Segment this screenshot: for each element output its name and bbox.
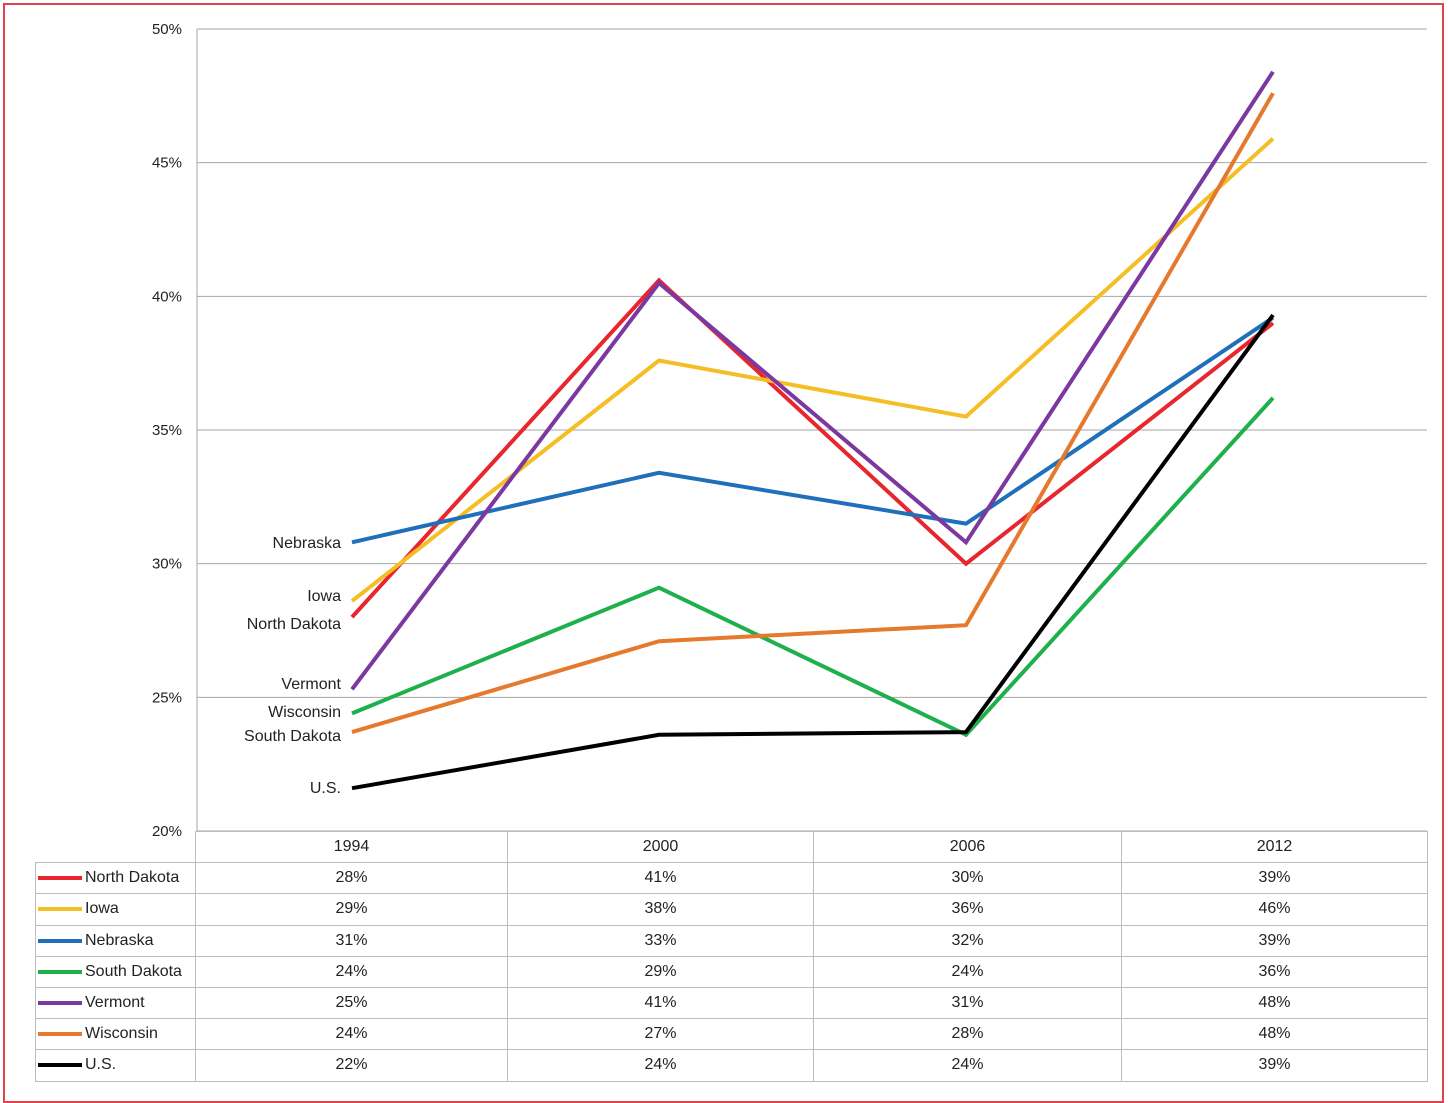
series-line-south-dakota <box>351 396 1275 738</box>
y-tick-label: 30% <box>152 556 182 573</box>
table-corner-cell <box>35 831 196 864</box>
table-cell: 28% <box>813 1018 1122 1051</box>
table-body: North Dakota 28% 41% 30% 39% Iowa 29% 38% 36% 46%… <box>35 862 1428 1082</box>
y-axis-tick-labels: 20%25%30%35%40%45%50% <box>152 21 182 840</box>
table-row: U.S. 22% 24% 24% 39% <box>35 1049 1428 1082</box>
legend-swatch <box>38 938 82 943</box>
legend-swatch <box>38 969 82 974</box>
table-cell: 28% <box>195 862 508 895</box>
table-header-cell: 1994 <box>195 830 508 864</box>
series-line-north-dakota <box>350 277 1275 619</box>
y-tick-label: 45% <box>152 155 182 172</box>
table-row: Vermont 25% 41% 31% 48% <box>35 986 1428 1020</box>
table-cell: 32% <box>813 924 1122 957</box>
series-lines <box>350 70 1275 791</box>
legend-label: Iowa <box>85 900 119 918</box>
series-line-iowa <box>350 137 1275 603</box>
line-label: Wisconsin <box>268 704 341 721</box>
table-cell: 33% <box>507 924 814 957</box>
legend-cell: U.S. <box>35 1049 196 1082</box>
table-row: Wisconsin 24% 27% 28% 48% <box>35 1018 1428 1051</box>
table-header-cell: 2012 <box>1121 830 1428 864</box>
legend-swatch <box>38 1032 82 1037</box>
line-label: Nebraska <box>273 535 342 552</box>
table-cell: 25% <box>195 986 508 1020</box>
y-tick-label: 50% <box>152 21 182 38</box>
line-label: North Dakota <box>247 616 341 633</box>
table-cell: 36% <box>813 893 1122 926</box>
y-tick-label: 25% <box>152 689 182 706</box>
legend-swatch <box>38 876 82 881</box>
table-cell: 41% <box>507 862 814 895</box>
legend-label: Nebraska <box>85 931 154 949</box>
line-label: Vermont <box>281 676 341 693</box>
series-line-u-s <box>351 313 1275 791</box>
legend-swatch <box>38 1000 82 1005</box>
legend-swatch <box>38 907 82 912</box>
table-cell: 31% <box>813 986 1122 1020</box>
table-cell: 46% <box>1121 893 1428 926</box>
table-cell: 39% <box>1121 924 1428 957</box>
legend-label: Vermont <box>85 993 145 1011</box>
table-cell: 24% <box>507 1049 814 1082</box>
table-row: North Dakota 28% 41% 30% 39% <box>35 862 1428 895</box>
table-cell: 48% <box>1121 986 1428 1020</box>
legend-cell: Iowa <box>35 893 196 926</box>
series-line-vermont <box>350 70 1275 691</box>
legend-swatch <box>38 1063 82 1068</box>
table-cell: 38% <box>507 893 814 926</box>
table-cell: 24% <box>195 1018 508 1051</box>
legend-label: Wisconsin <box>85 1025 158 1043</box>
table-cell: 27% <box>507 1018 814 1051</box>
table-cell: 24% <box>195 955 508 988</box>
table-cell: 41% <box>507 986 814 1020</box>
table-header-row: 1994 2000 2006 2012 <box>35 830 1428 864</box>
legend-label: South Dakota <box>85 962 182 980</box>
table-row: South Dakota 24% 29% 24% 36% <box>35 955 1428 988</box>
table-cell: 30% <box>813 862 1122 895</box>
series-line-wisconsin <box>351 92 1275 735</box>
line-label: U.S. <box>310 780 341 797</box>
line-labels: Nebraska Iowa North Dakota Vermont Wisconsin… <box>244 535 342 797</box>
legend-cell: North Dakota <box>35 862 196 895</box>
table-header-cell: 2000 <box>507 830 814 864</box>
table-cell: 24% <box>813 1049 1122 1082</box>
table-row: Iowa 29% 38% 36% 46% <box>35 893 1428 926</box>
y-tick-label: 35% <box>152 422 182 439</box>
legend-cell: South Dakota <box>35 955 196 988</box>
data-table: 1994 2000 2006 2012 North Dakota 28% 41% 30… <box>35 830 1428 1082</box>
table-cell: 36% <box>1121 955 1428 988</box>
table-cell: 24% <box>813 955 1122 988</box>
line-label: South Dakota <box>244 728 341 745</box>
table-header-cell: 2006 <box>813 830 1122 864</box>
legend-cell: Vermont <box>35 986 196 1020</box>
y-tick-label: 40% <box>152 288 182 305</box>
legend-cell: Wisconsin <box>35 1018 196 1051</box>
legend-cell: Nebraska <box>35 924 196 957</box>
legend-label: North Dakota <box>85 869 180 887</box>
table-row: Nebraska 31% 33% 32% 39% <box>35 924 1428 957</box>
table-cell: 29% <box>507 955 814 988</box>
table-cell: 39% <box>1121 862 1428 895</box>
table-cell: 48% <box>1121 1018 1428 1051</box>
table-cell: 29% <box>195 893 508 926</box>
table-cell: 31% <box>195 924 508 957</box>
legend-label: U.S. <box>85 1056 117 1074</box>
table-cell: 39% <box>1121 1049 1428 1082</box>
line-label: Iowa <box>307 588 341 605</box>
series-line-nebraska <box>351 316 1275 545</box>
table-cell: 22% <box>195 1049 508 1082</box>
